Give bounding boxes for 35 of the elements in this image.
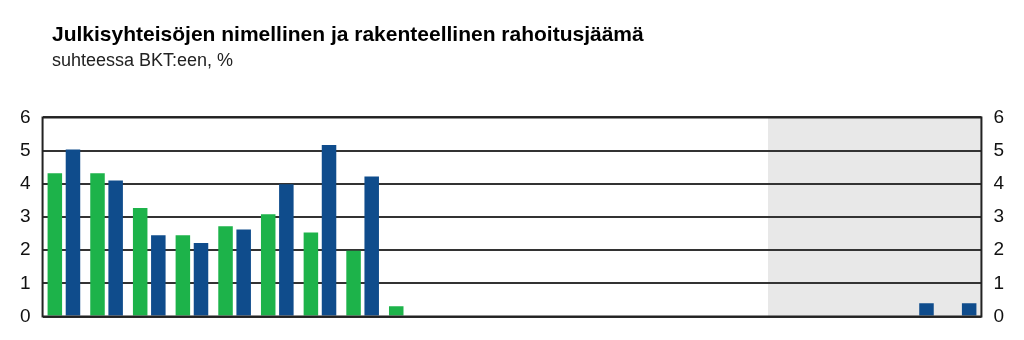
bar [132, 208, 148, 316]
bar [151, 235, 166, 316]
bar [321, 144, 337, 316]
bar [236, 229, 251, 316]
y-tick-label: 4 [19, 172, 31, 194]
bar [279, 184, 294, 316]
bar [260, 214, 276, 316]
y2-tick-label: 5 [993, 138, 1005, 160]
chart-subtitle: suhteessa BKT:een, % [52, 50, 234, 71]
y-tick-label: 6 [19, 105, 31, 127]
y-tick-label: 1 [19, 271, 31, 293]
y2-tick-label: 6 [993, 105, 1005, 127]
bar [218, 226, 233, 316]
bar [47, 173, 63, 316]
bar [108, 180, 123, 316]
bar [303, 232, 319, 316]
y2-tick-label: 1 [993, 271, 1005, 293]
bar [90, 173, 105, 316]
y-tick-label: 0 [19, 304, 31, 326]
bar [175, 235, 191, 316]
y-tick-label: 2 [19, 238, 31, 260]
y2-tick-label: 3 [993, 205, 1005, 227]
bar [364, 176, 379, 316]
bar [388, 306, 404, 316]
y-tick-label: 5 [19, 138, 31, 160]
bar [65, 149, 81, 316]
y-tick-label: 3 [19, 205, 31, 227]
y2-tick-label: 0 [993, 304, 1005, 326]
bar [919, 303, 934, 316]
y2-tick-label: 4 [993, 172, 1005, 194]
bar [961, 303, 977, 316]
bar [346, 250, 361, 316]
chart-title: Julkisyhteisöjen nimellinen ja rakenteellinen rahoitusjäämä [52, 22, 644, 46]
y2-tick-label: 2 [993, 238, 1005, 260]
bar [193, 242, 209, 316]
